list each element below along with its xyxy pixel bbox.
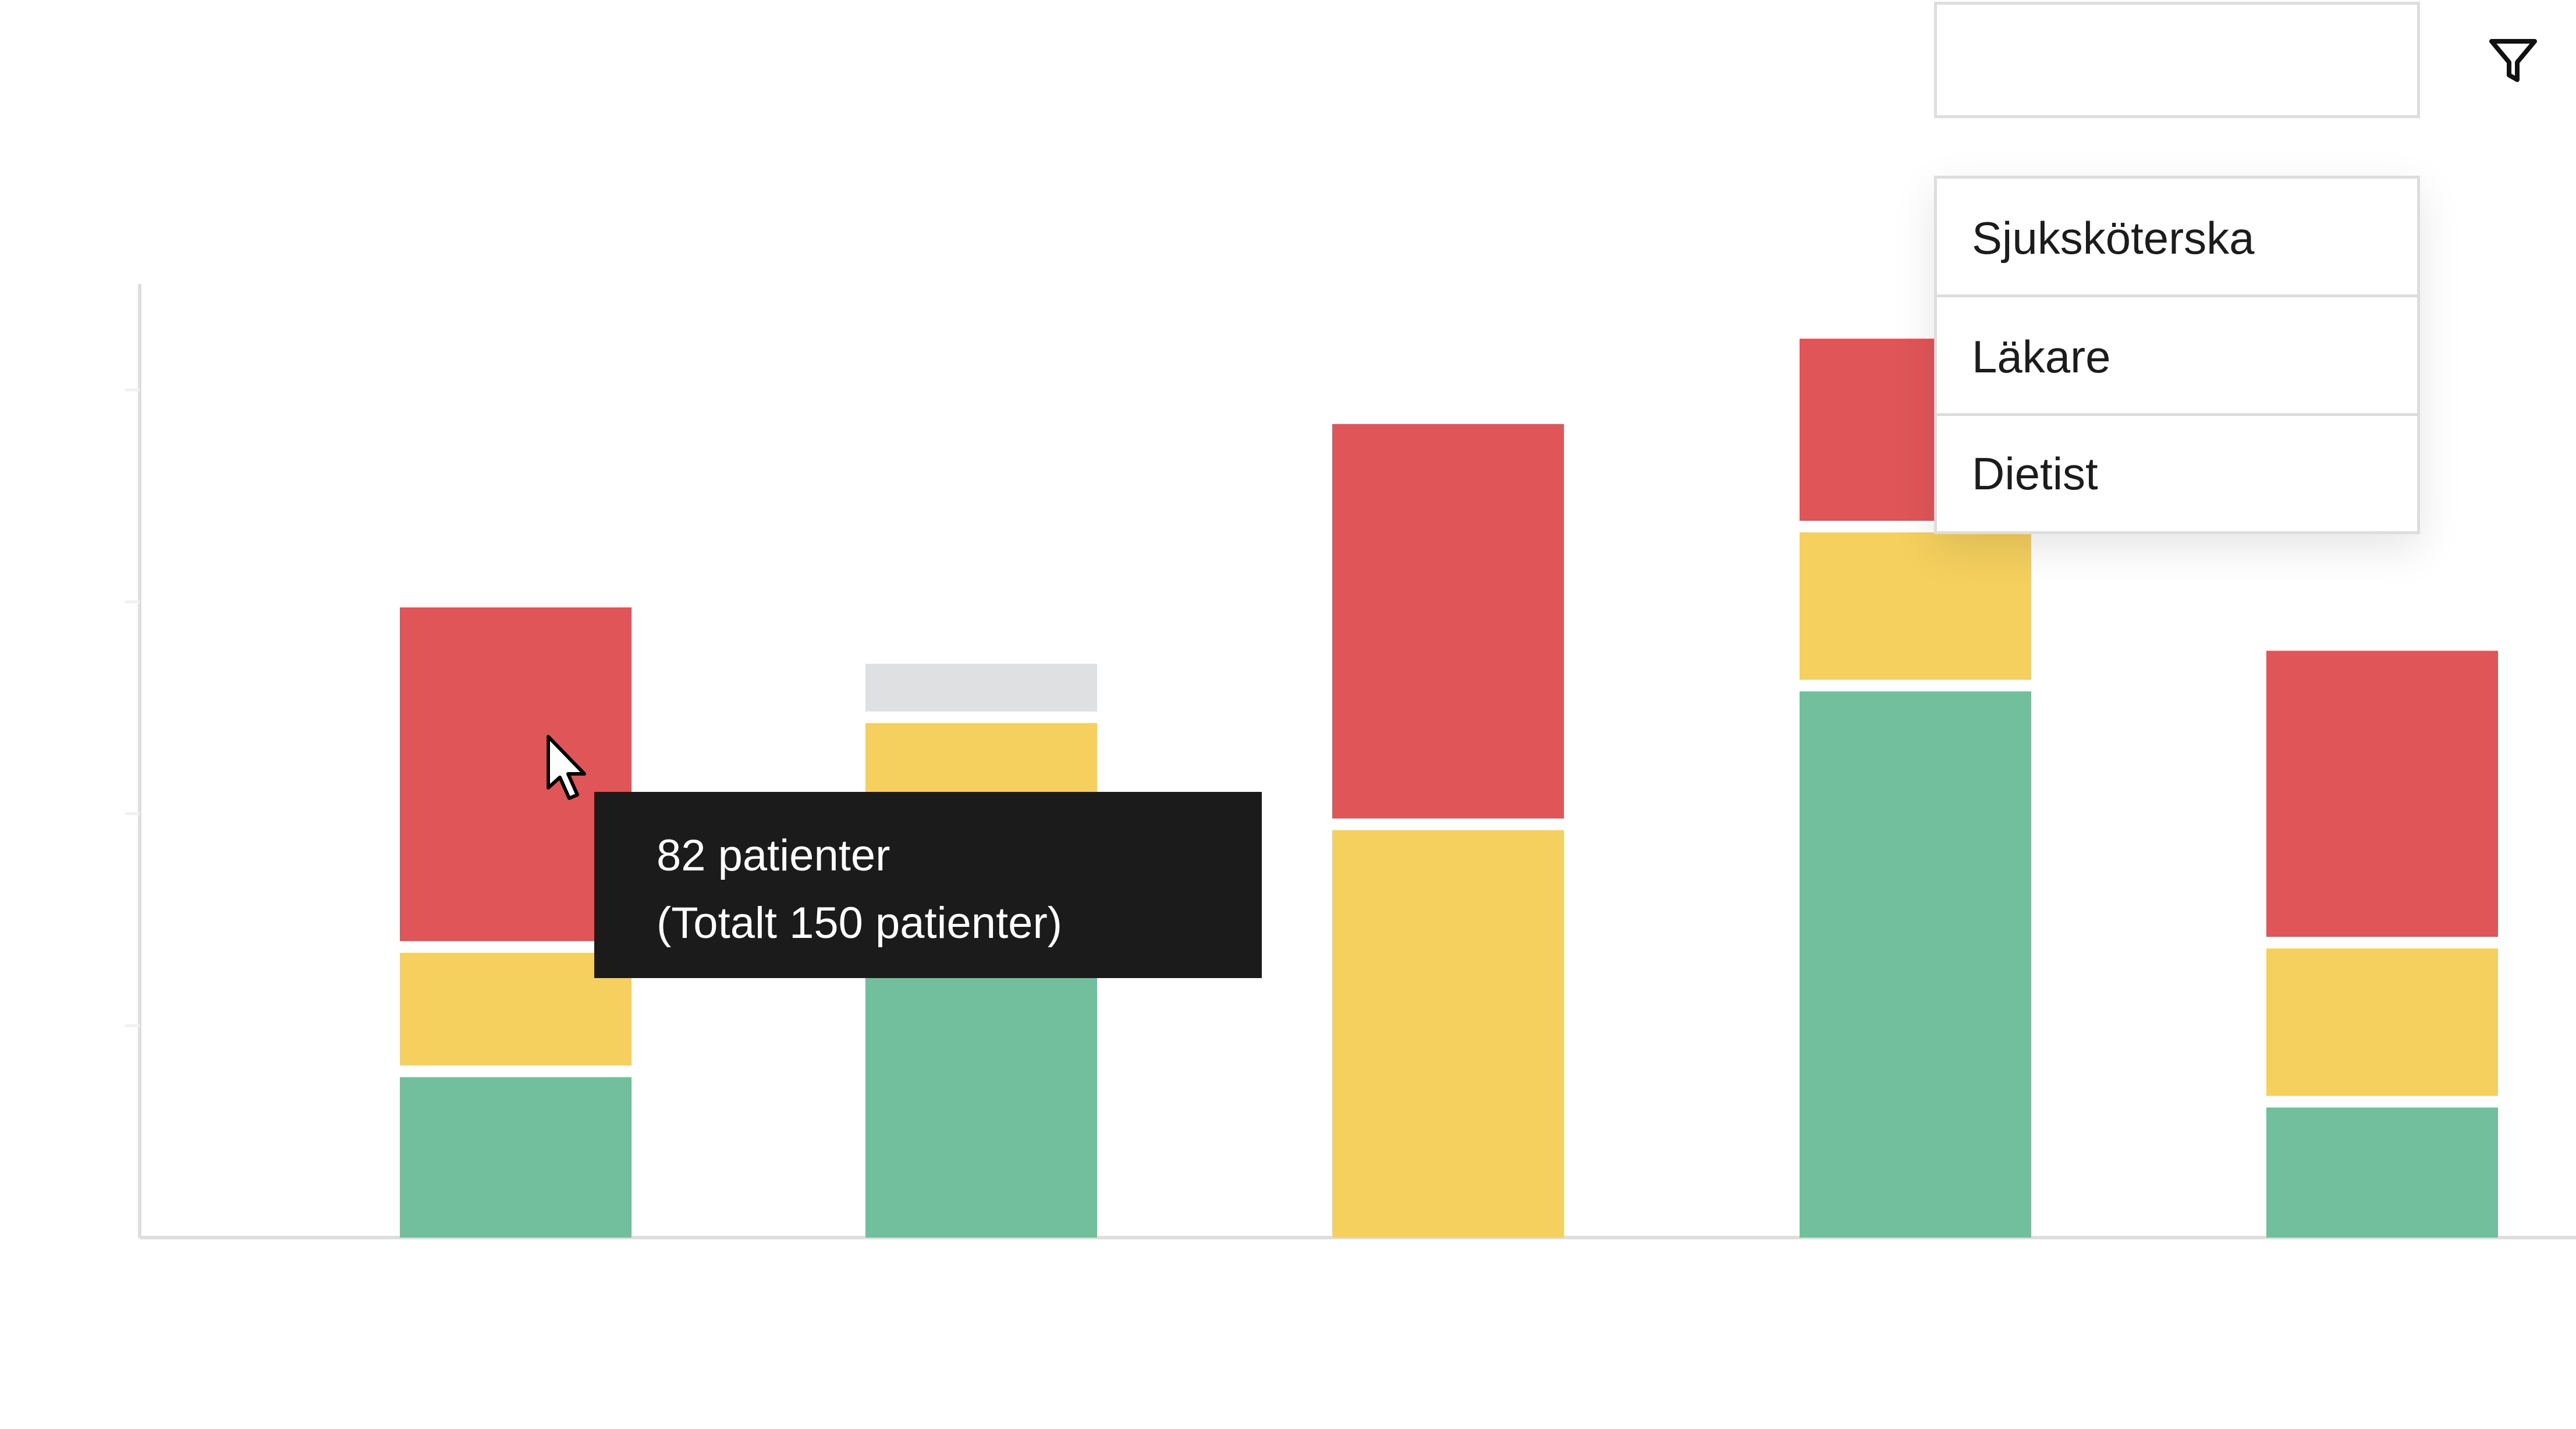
bar-segment-gray-2[interactable] (865, 663, 1097, 712)
tooltip-count: 82 patienter (657, 831, 890, 880)
dropdown-item-dietist[interactable]: Dietist (1972, 448, 2098, 499)
bar-segment-red-3[interactable] (1332, 424, 1564, 819)
bar-segment-yellow-4[interactable] (1800, 532, 2031, 680)
bar-segment-green-5[interactable] (2266, 1107, 2498, 1238)
mouse-cursor-icon (546, 734, 590, 804)
dropdown-item-lakare[interactable]: Läkare (1937, 297, 2417, 416)
filter-icon[interactable] (2488, 38, 2538, 84)
bar-segment-yellow-3[interactable] (1332, 830, 1564, 1238)
bar-tooltip: 82 patienter (Totalt 150 patienter) (594, 792, 1262, 978)
bar-segment-red-5[interactable] (2266, 650, 2498, 937)
bar-segment-green-2[interactable] (865, 947, 1097, 1238)
role-dropdown-menu: Sjuksköterska Läkare Dietist (1934, 176, 2420, 534)
dropdown-item-sjukskoterska[interactable]: Sjuksköterska (1937, 179, 2417, 297)
bar-segment-green-1[interactable] (400, 1077, 631, 1238)
tooltip-total: (Totalt 150 patienter) (657, 898, 1063, 948)
bar-segment-yellow-1[interactable] (400, 952, 631, 1066)
bar-segment-yellow-5[interactable] (2266, 948, 2498, 1096)
role-select[interactable] (1934, 2, 2420, 118)
bar-segment-red-1[interactable] (400, 607, 631, 941)
bar-segment-green-4[interactable] (1800, 691, 2031, 1238)
